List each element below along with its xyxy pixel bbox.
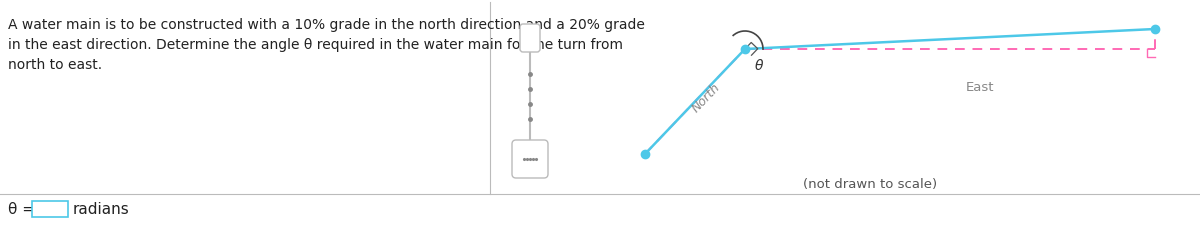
- Text: (not drawn to scale): (not drawn to scale): [803, 178, 937, 191]
- FancyBboxPatch shape: [32, 201, 68, 217]
- Text: East: East: [966, 81, 995, 94]
- FancyBboxPatch shape: [520, 25, 540, 53]
- Text: A water main is to be constructed with a 10% grade in the north direction and a : A water main is to be constructed with a…: [8, 18, 644, 32]
- Text: in the east direction. Determine the angle θ required in the water main for the : in the east direction. Determine the ang…: [8, 38, 623, 52]
- Text: north to east.: north to east.: [8, 58, 102, 72]
- Text: North: North: [690, 81, 724, 115]
- Text: θ =: θ =: [8, 202, 35, 217]
- Text: θ: θ: [755, 59, 763, 73]
- FancyBboxPatch shape: [512, 140, 548, 178]
- Text: radians: radians: [73, 202, 130, 217]
